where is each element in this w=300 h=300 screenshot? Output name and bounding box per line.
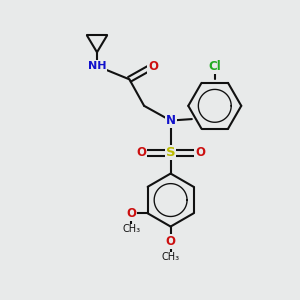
- Text: CH₃: CH₃: [122, 224, 140, 235]
- Text: Cl: Cl: [208, 60, 221, 73]
- Text: O: O: [127, 207, 136, 220]
- Text: N: N: [166, 114, 176, 127]
- Text: O: O: [136, 146, 146, 159]
- Text: CH₃: CH₃: [161, 253, 180, 262]
- Text: O: O: [166, 235, 176, 248]
- Text: O: O: [148, 60, 158, 73]
- Text: S: S: [166, 146, 175, 159]
- Text: NH: NH: [88, 61, 106, 71]
- Text: O: O: [195, 146, 205, 159]
